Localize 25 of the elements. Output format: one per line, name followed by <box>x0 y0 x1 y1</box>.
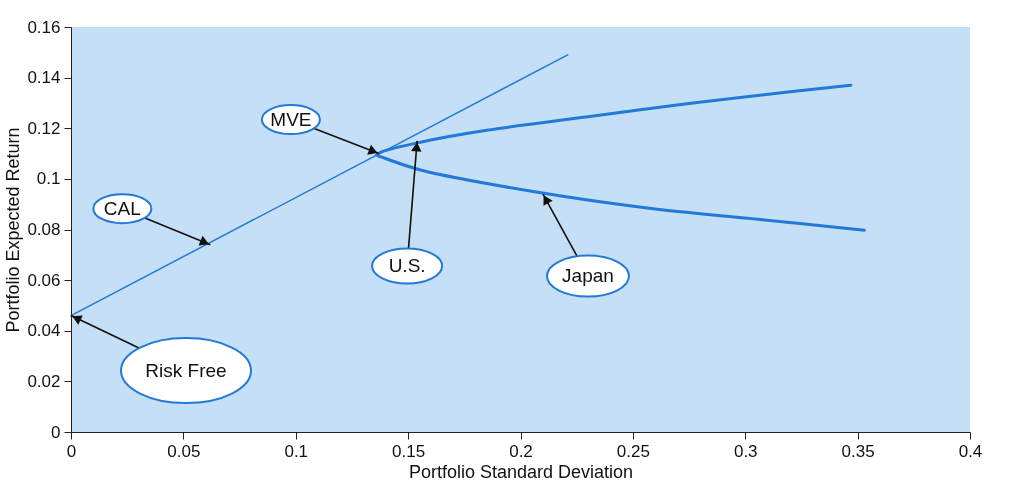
annotation: Risk Free <box>145 359 227 381</box>
y-tick-label: 0.1 <box>36 169 61 189</box>
y-tick-label: 0.08 <box>27 220 61 239</box>
x-tick-label: 0.1 <box>284 441 309 461</box>
y-axis-title: Portfolio Expected Return <box>3 127 24 333</box>
x-tick-label: 0.2 <box>509 441 533 461</box>
x-tick-label: 0.15 <box>392 441 426 461</box>
annotation: CAL <box>103 197 141 219</box>
x-axis-title: Portfolio Standard Deviation <box>408 461 634 482</box>
annotation: MVE <box>270 108 312 130</box>
x-tick-label: 0.35 <box>841 441 875 461</box>
x-tick-label: 0.25 <box>616 441 650 461</box>
y-tick-label: 0.06 <box>27 270 61 290</box>
y-tick-label: 0.16 <box>27 17 61 37</box>
x-tick-label: 0.05 <box>167 441 201 461</box>
y-tick-label: 0.12 <box>27 118 61 138</box>
x-tick-label: 0.3 <box>733 441 758 461</box>
annotation: U.S. <box>388 254 426 276</box>
x-tick-label: 0.4 <box>958 441 983 461</box>
y-tick-label: 0.04 <box>27 321 61 341</box>
x-tick-label: 0 <box>66 441 77 461</box>
y-tick-label: 0.14 <box>27 68 61 88</box>
y-tick-label: 0 <box>51 422 61 442</box>
y-tick-label: 0.02 <box>27 371 61 391</box>
annotation: Japan <box>562 265 614 287</box>
